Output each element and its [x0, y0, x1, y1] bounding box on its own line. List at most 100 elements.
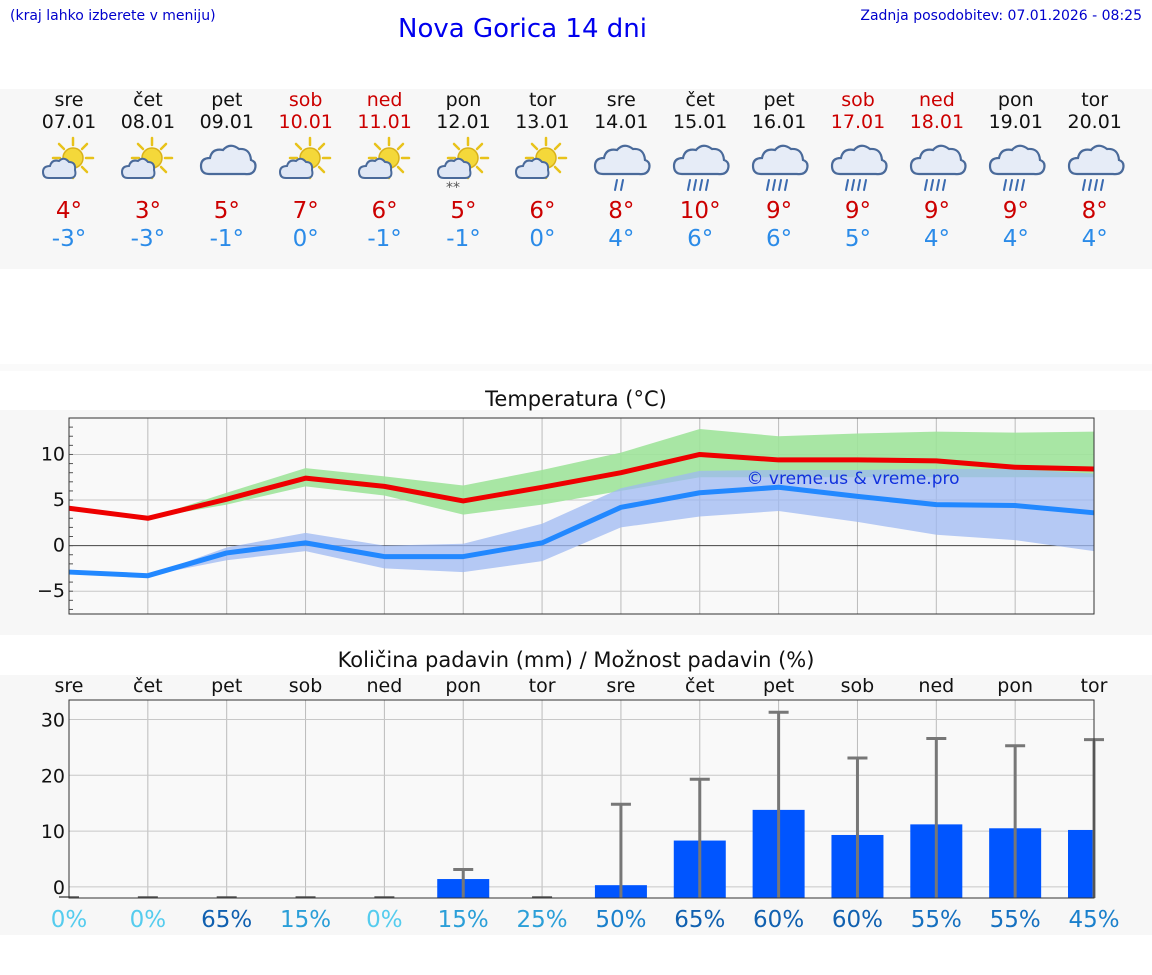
x-tick-label: ned — [918, 675, 954, 697]
precip-bar — [1068, 829, 1094, 898]
precip-probability: 55% — [990, 907, 1041, 933]
y-tick-label: 10 — [41, 443, 65, 465]
min-temp: 4° — [608, 226, 635, 252]
max-temp: 10° — [679, 198, 721, 224]
day-date: 15.01 — [672, 111, 728, 133]
max-temp: 9° — [844, 198, 872, 224]
spacer-band — [0, 364, 1152, 371]
cloud-icon — [199, 144, 257, 176]
min-temp: -3° — [51, 226, 87, 252]
day-date: 13.01 — [515, 111, 570, 133]
cloud-rain-icon — [830, 144, 888, 191]
x-tick-label: pon — [997, 675, 1033, 697]
day-name: ned — [366, 89, 403, 111]
day-name: sre — [54, 89, 84, 111]
cloud-rain-icon — [909, 144, 967, 191]
sun-cloud-icon — [278, 136, 331, 180]
plot-frame — [68, 417, 1095, 615]
x-tick-label: tor — [529, 675, 556, 697]
day-date: 16.01 — [751, 111, 807, 133]
cloud-rain-icon — [673, 144, 730, 191]
max-temp-range-band — [69, 428, 1094, 519]
sun-cloud-icon — [357, 136, 410, 180]
day-date: 09.01 — [199, 111, 254, 133]
precip-probability: 15% — [280, 907, 331, 933]
precip-chart-title: Količina padavin (mm) / Možnost padavin … — [337, 648, 815, 672]
precip-probability: 15% — [438, 907, 489, 933]
day-name: pon — [997, 89, 1034, 111]
day-date: 18.01 — [909, 111, 965, 133]
cloud-rain-icon — [751, 144, 809, 191]
y-tick-label: −5 — [37, 580, 65, 602]
day-name: sob — [288, 89, 323, 111]
min-temp: 0° — [292, 226, 319, 252]
precip-probability: 0% — [51, 907, 88, 933]
day-name: čet — [685, 89, 715, 111]
cloud-light-rain-icon — [594, 144, 651, 191]
temperature-chart: 10 5 0 −5 © vreme.us & vreme.pro — [37, 417, 1095, 615]
x-tick-label: pet — [763, 675, 794, 697]
sun-cloud-icon — [515, 136, 568, 180]
plot-frame — [68, 699, 1095, 899]
watermark: © vreme.us & vreme.pro — [746, 469, 959, 489]
max-temp: 3° — [134, 198, 161, 224]
forecast-band — [0, 89, 1152, 269]
max-temp: 6° — [371, 198, 398, 224]
location-hint[interactable]: (kraj lahko izberete v meniju) — [10, 8, 216, 24]
min-temp-line — [68, 484, 1095, 579]
min-temp: 4° — [1081, 226, 1108, 252]
max-temp-line — [68, 451, 1095, 521]
precip-probability: 50% — [595, 907, 646, 933]
day-date: 08.01 — [120, 111, 176, 133]
min-temp: 5° — [844, 226, 872, 252]
day-date: 17.01 — [830, 111, 886, 133]
day-date: 12.01 — [436, 111, 491, 133]
day-date: 14.01 — [594, 111, 649, 133]
precip-probability: 25% — [517, 907, 568, 933]
x-tick-label: sob — [289, 675, 323, 697]
max-temp: 9° — [923, 198, 950, 224]
day-name: pet — [211, 89, 243, 111]
precip-probability: 0% — [366, 907, 403, 933]
day-name: pet — [763, 89, 795, 111]
last-update: Zadnja posodobitev: 07.01.2026 - 08:25 — [860, 8, 1142, 24]
y-tick-label: 10 — [41, 821, 65, 843]
min-temp: -1° — [209, 226, 245, 252]
max-temp: 6° — [529, 198, 556, 224]
y-tick-label: 5 — [53, 489, 65, 511]
y-tick-label: 0 — [53, 877, 65, 899]
day-name: čet — [133, 89, 163, 111]
x-tick-label: čet — [685, 675, 715, 697]
day-name: ned — [918, 89, 955, 111]
min-temp: 4° — [923, 226, 950, 252]
precip-probability: 65% — [201, 907, 252, 933]
min-temp: -1° — [367, 226, 402, 252]
day-date: 11.01 — [357, 111, 412, 133]
x-tick-label: čet — [133, 675, 163, 697]
min-temp: 6° — [687, 226, 714, 252]
precip-probability: 45% — [1068, 907, 1119, 933]
max-temp: 7° — [292, 198, 319, 224]
sun-cloud-icon — [41, 136, 95, 180]
max-temp: 9° — [1002, 198, 1029, 224]
y-tick-label: 0 — [53, 535, 65, 557]
day-date: 10.01 — [278, 111, 333, 133]
x-tick-label: pet — [211, 675, 242, 697]
page-title: Nova Gorica 14 dni — [398, 14, 647, 44]
temp-chart-title: Temperatura (°C) — [485, 387, 667, 411]
max-temp: 8° — [1081, 198, 1108, 224]
day-date: 19.01 — [988, 111, 1043, 133]
max-temp: 4° — [55, 198, 83, 224]
day-name: pon — [445, 89, 482, 111]
precip-probability: 55% — [911, 907, 962, 933]
day-date: 20.01 — [1067, 111, 1122, 133]
precip-probability: 60% — [832, 907, 883, 933]
cloud-rain-icon — [988, 144, 1046, 191]
precipitation-chart: sre čet pet sob ned pon tor sre čet pet sob ned pon t… — [41, 675, 1120, 933]
max-temp: 5° — [450, 198, 477, 224]
x-tick-label: sob — [841, 675, 875, 697]
precip-probability: 65% — [674, 907, 725, 933]
sun-cloud-icon — [120, 136, 174, 180]
y-tick-label: 20 — [41, 765, 65, 787]
cloud-rain-icon — [1067, 144, 1125, 191]
